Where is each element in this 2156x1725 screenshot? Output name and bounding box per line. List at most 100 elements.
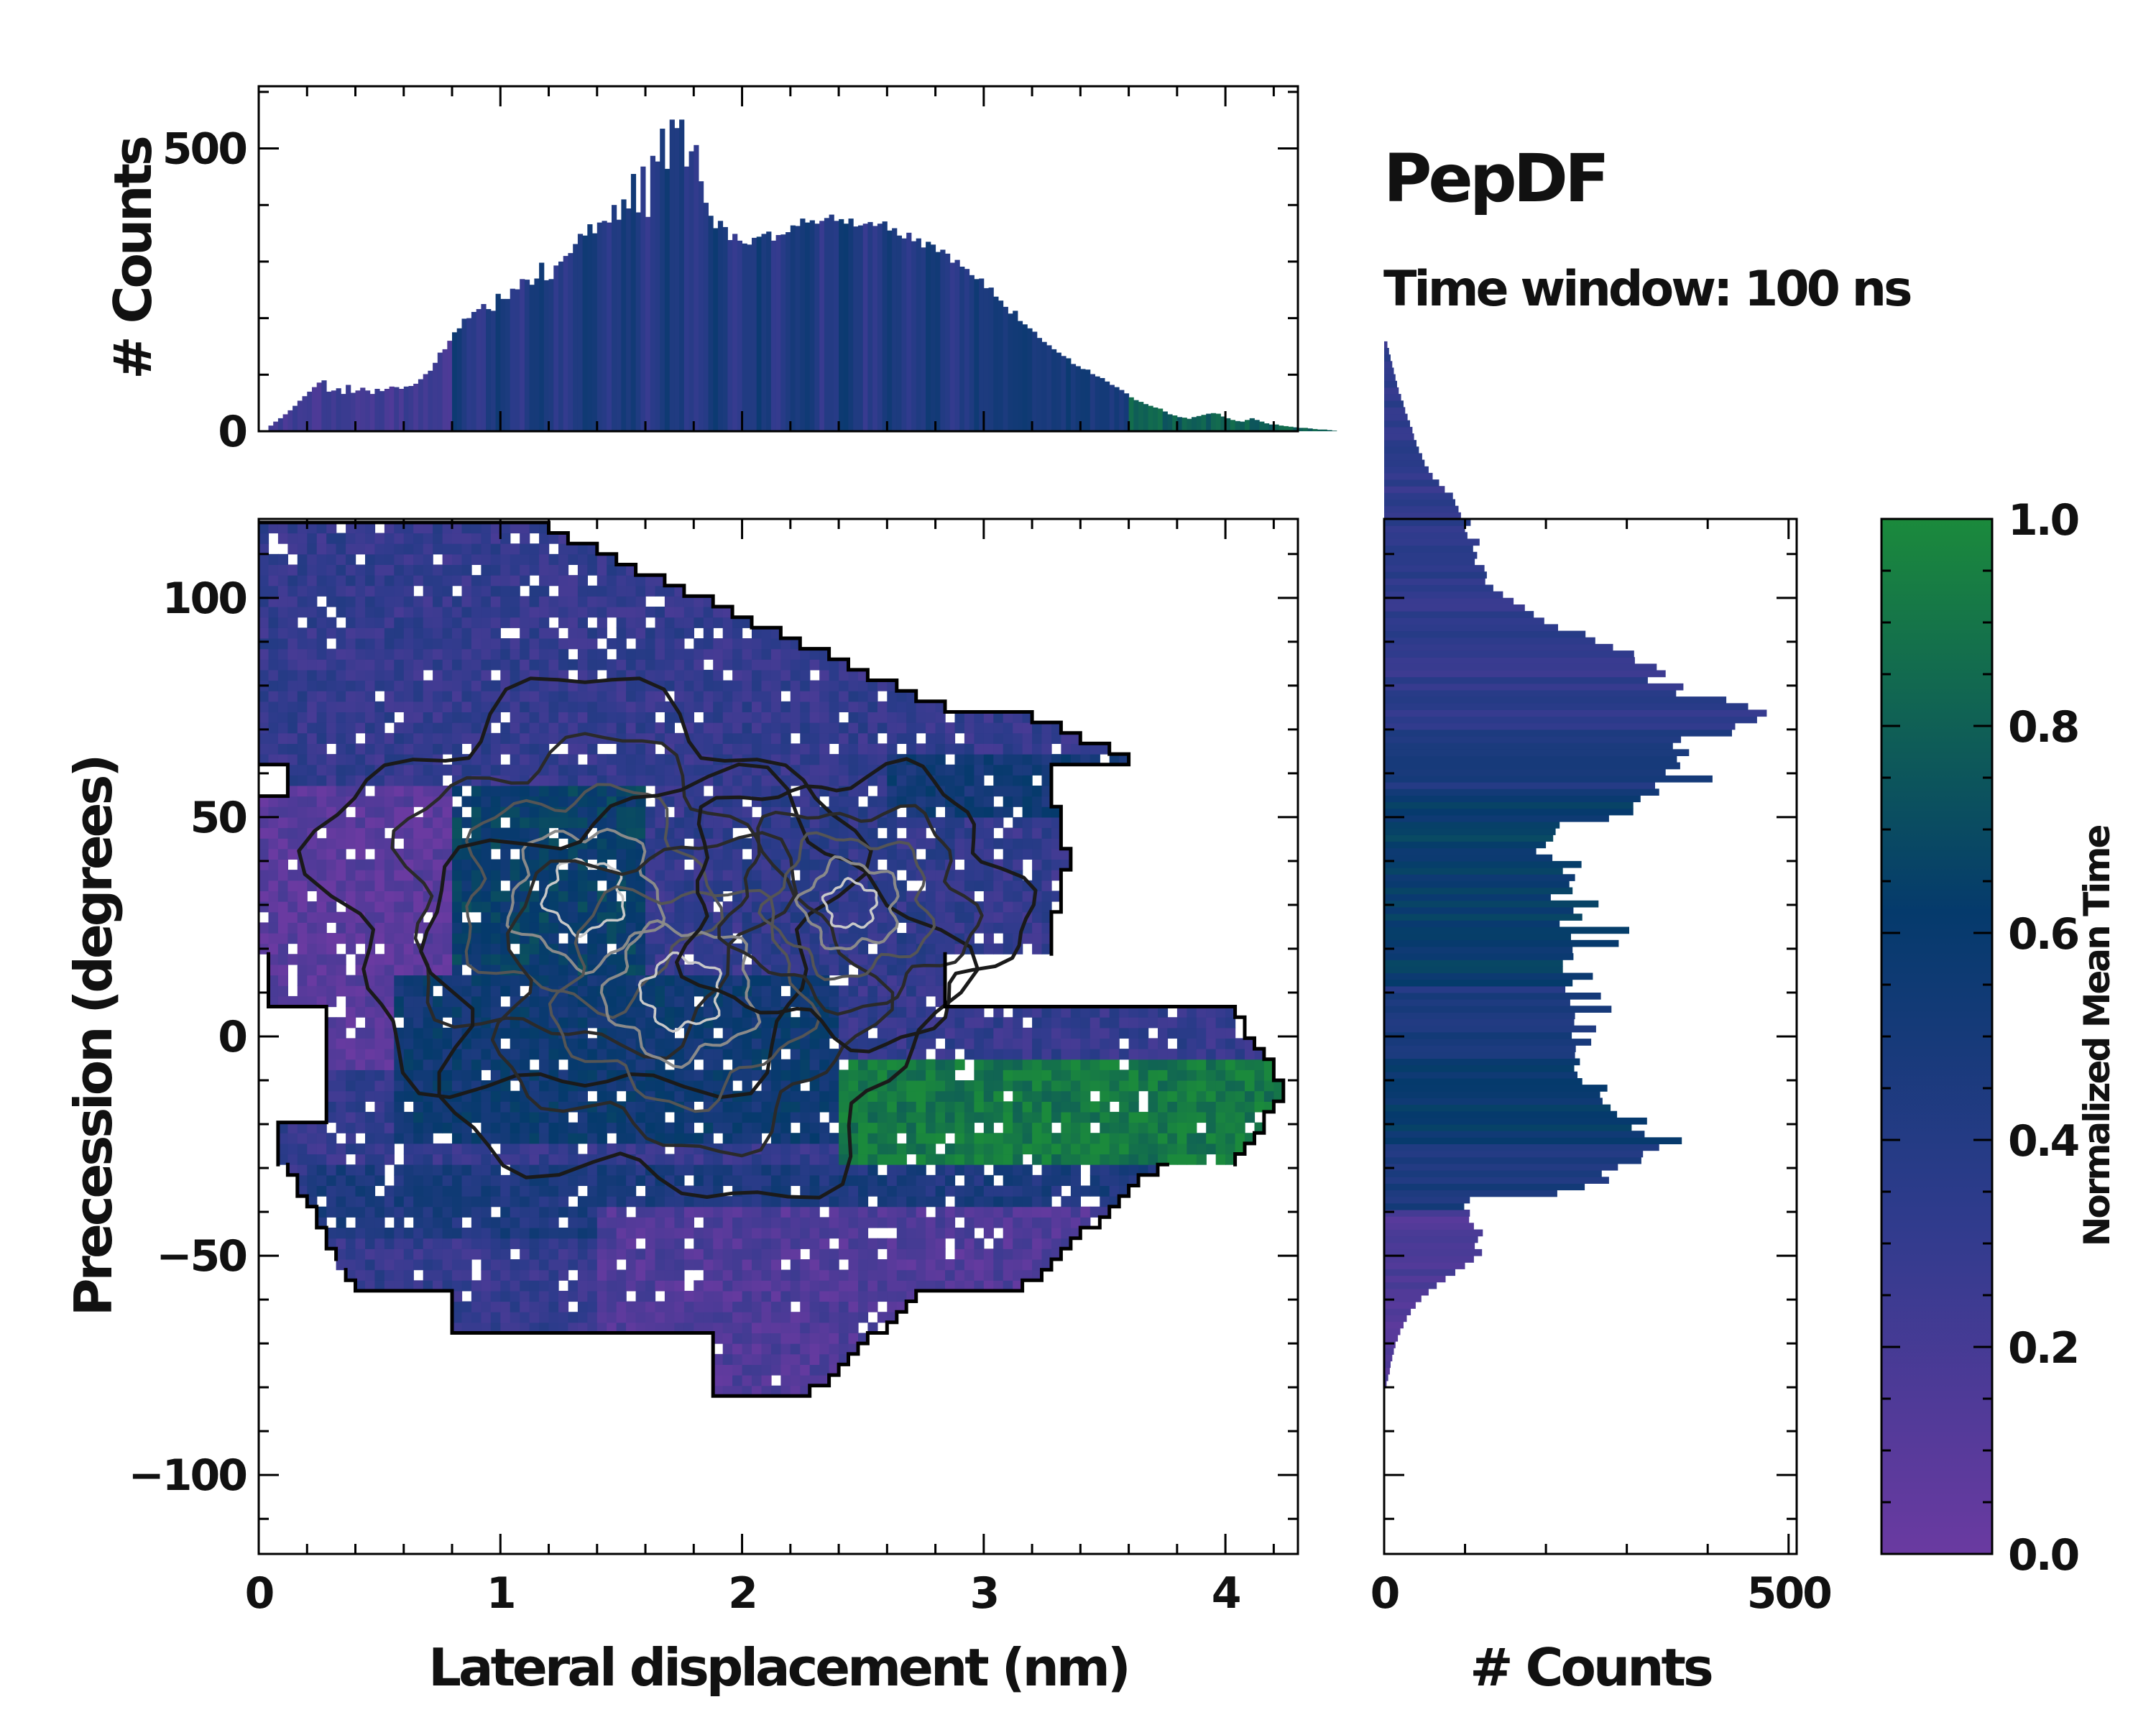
heatmap-cell bbox=[819, 1080, 830, 1092]
heatmap-cell bbox=[433, 764, 443, 776]
heatmap-cell bbox=[481, 901, 492, 913]
heatmap-cell bbox=[423, 1133, 433, 1144]
heatmap-cell bbox=[1167, 1143, 1178, 1155]
heatmap-cell bbox=[1013, 1059, 1023, 1070]
heatmap-cell bbox=[520, 911, 530, 923]
heatmap-cell bbox=[558, 722, 569, 734]
heatmap-cell bbox=[423, 1111, 433, 1123]
heatmap-cell bbox=[326, 880, 337, 891]
heatmap-cell bbox=[442, 1027, 453, 1039]
heatmap-cell bbox=[1061, 1111, 1072, 1123]
heatmap-cell bbox=[1148, 1059, 1158, 1070]
heatmap-cell bbox=[1032, 1259, 1043, 1271]
heatmap-cell bbox=[403, 827, 414, 839]
heatmap-cell bbox=[906, 1206, 917, 1218]
heatmap-cell bbox=[529, 922, 540, 934]
heatmap-cell bbox=[1089, 1080, 1100, 1092]
heatmap-cell bbox=[1089, 1111, 1100, 1123]
heatmap-cell bbox=[713, 1238, 724, 1249]
heatmap-cell bbox=[1158, 1038, 1169, 1049]
heatmap-cell bbox=[983, 901, 994, 913]
heatmap-cell bbox=[1215, 1143, 1226, 1155]
heatmap-cell bbox=[374, 1027, 385, 1039]
heatmap-cell bbox=[974, 1164, 985, 1176]
heatmap-cell bbox=[839, 1269, 849, 1281]
heatmap-cell bbox=[770, 1353, 781, 1365]
heatmap-cell bbox=[277, 880, 288, 891]
heatmap-cell bbox=[626, 1322, 637, 1333]
heatmap-cell bbox=[655, 943, 665, 954]
heatmap-cell bbox=[809, 754, 820, 765]
heatmap-cell bbox=[742, 1301, 752, 1312]
heatmap-cell bbox=[790, 1280, 801, 1292]
heatmap-cell bbox=[355, 1196, 366, 1208]
heatmap-cell bbox=[1041, 1143, 1052, 1155]
heatmap-cell bbox=[742, 1101, 752, 1113]
heatmap-cell bbox=[452, 1143, 463, 1155]
heatmap-cell bbox=[674, 1290, 685, 1302]
heatmap-cell bbox=[384, 816, 395, 829]
heatmap-cell bbox=[683, 1248, 694, 1260]
heatmap-cell bbox=[993, 1217, 1004, 1228]
heatmap-cell bbox=[490, 1322, 501, 1333]
heatmap-cell bbox=[442, 1259, 453, 1271]
heatmap-cell bbox=[374, 1164, 385, 1176]
heatmap-cell bbox=[954, 901, 965, 913]
heatmap-cell bbox=[800, 754, 811, 765]
heatmap-cell bbox=[722, 1111, 733, 1123]
heatmap-cell bbox=[896, 1280, 907, 1292]
heatmap-cell bbox=[471, 943, 482, 954]
top-hist-bar bbox=[1327, 430, 1332, 431]
top-hist-bar bbox=[1095, 376, 1100, 431]
heatmap-cell bbox=[539, 954, 550, 965]
heatmap-cell bbox=[461, 1196, 472, 1208]
heatmap-cell bbox=[558, 1090, 569, 1102]
heatmap-cell bbox=[1022, 848, 1033, 860]
heatmap-cell bbox=[500, 1269, 511, 1281]
heatmap-cell bbox=[413, 1143, 424, 1155]
heatmap-cell bbox=[974, 1154, 985, 1165]
heatmap-cell bbox=[1041, 1248, 1052, 1260]
heatmap-cell bbox=[877, 754, 888, 765]
heatmap-cell bbox=[645, 1301, 656, 1312]
heatmap-cell bbox=[346, 816, 356, 829]
heatmap-cell bbox=[1254, 1122, 1265, 1133]
heatmap-cell bbox=[935, 816, 946, 829]
heatmap-cell bbox=[935, 1206, 946, 1218]
heatmap-cell bbox=[722, 1164, 733, 1176]
heatmap-cell bbox=[529, 1006, 540, 1018]
top-hist-bar bbox=[1022, 324, 1028, 431]
heatmap-cell bbox=[500, 796, 511, 807]
heatmap-cell bbox=[1022, 1111, 1033, 1123]
heatmap-cell bbox=[336, 712, 346, 723]
heatmap-cell bbox=[935, 995, 946, 1008]
heatmap-cell bbox=[1245, 1133, 1256, 1144]
heatmap-cell bbox=[848, 1290, 859, 1302]
heatmap-cell bbox=[683, 964, 694, 976]
heatmap-cell bbox=[1148, 1049, 1158, 1060]
heatmap-cell bbox=[780, 1059, 791, 1070]
heatmap-cell bbox=[384, 701, 395, 712]
heatmap-cell bbox=[500, 786, 511, 797]
top-hist-bar bbox=[800, 218, 806, 431]
heatmap-cell bbox=[983, 1059, 994, 1070]
heatmap-cell bbox=[481, 922, 492, 934]
heatmap-cell bbox=[336, 1248, 346, 1260]
heatmap-cell bbox=[336, 1059, 346, 1070]
heatmap-cell bbox=[732, 1070, 743, 1081]
top-hist-bar bbox=[1123, 393, 1130, 431]
heatmap-cell bbox=[664, 1280, 675, 1292]
heatmap-cell bbox=[655, 1059, 665, 1070]
heatmap-cell bbox=[403, 806, 414, 818]
heatmap-cell bbox=[568, 743, 579, 755]
heatmap-cell bbox=[529, 712, 540, 723]
heatmap-cell bbox=[403, 911, 414, 923]
heatmap-cell bbox=[800, 1228, 811, 1239]
heatmap-cell bbox=[732, 1174, 743, 1186]
heatmap-cell bbox=[858, 975, 869, 986]
heatmap-cell bbox=[1032, 1122, 1043, 1133]
heatmap-cell bbox=[848, 985, 859, 997]
heatmap-cell bbox=[1051, 1133, 1062, 1144]
heatmap-cell bbox=[635, 954, 646, 965]
heatmap-cell bbox=[683, 1228, 694, 1239]
